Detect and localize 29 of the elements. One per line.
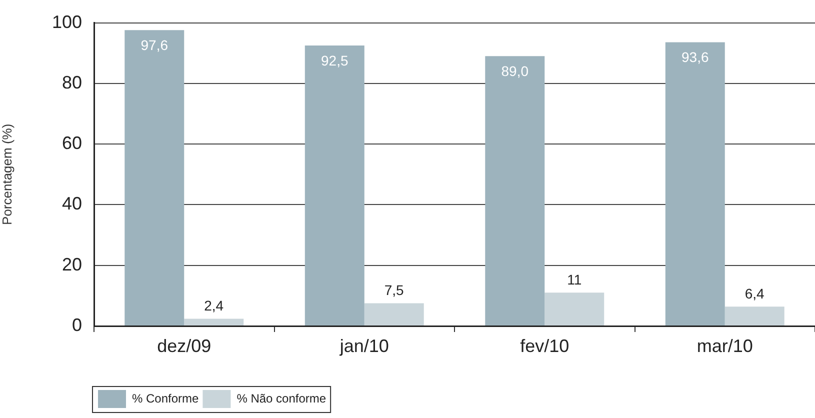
y-tick-label: 80: [62, 72, 82, 92]
data-label: 6,4: [744, 285, 765, 302]
bar: [724, 306, 784, 326]
bar: [665, 42, 725, 326]
data-label: 93,6: [682, 49, 709, 66]
y-tick-label: 60: [62, 133, 82, 154]
legend-label: % Conforme: [132, 391, 200, 406]
y-axis-title: Porcentagem (%): [0, 124, 14, 225]
x-tick-label: jan/10: [338, 336, 389, 356]
x-tick-label: mar/10: [696, 336, 753, 356]
data-label: 97,6: [140, 36, 168, 53]
data-label: 2,4: [204, 298, 224, 314]
x-tick-label: dez/09: [157, 336, 212, 356]
data-label: 11: [567, 272, 582, 288]
data-label: 7,5: [384, 282, 404, 298]
y-tick-label: 20: [62, 254, 82, 274]
bar: [124, 30, 184, 326]
data-label: 89,0: [501, 63, 529, 80]
bar: [184, 318, 244, 326]
y-tick-label: 0: [72, 314, 82, 335]
bar: [485, 56, 545, 326]
bar: [304, 46, 364, 326]
data-label: 92,5: [321, 52, 348, 68]
bar: [544, 292, 604, 326]
legend-label: % Não conforme: [236, 391, 326, 406]
x-tick-label: fev/10: [520, 336, 570, 356]
y-tick-label: 40: [62, 194, 82, 214]
y-tick-label: 100: [52, 12, 82, 32]
bar: [364, 303, 424, 326]
